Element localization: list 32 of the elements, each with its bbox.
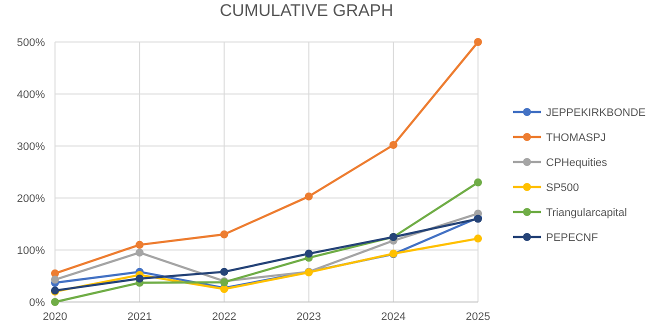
- legend-label: Triangularcapital: [546, 206, 627, 219]
- point: [304, 250, 313, 258]
- point: [51, 298, 59, 306]
- y-tick-label: 300%: [16, 140, 46, 153]
- x-tick-label: 2020: [42, 311, 68, 323]
- x-tick-label: 2024: [381, 311, 406, 323]
- point: [304, 192, 313, 200]
- point: [220, 230, 228, 238]
- x-tick-label: 2025: [466, 311, 490, 323]
- point: [389, 140, 398, 149]
- y-tick-label: 100%: [16, 244, 46, 257]
- point: [51, 276, 59, 284]
- legend-label: PEPECNF: [546, 232, 598, 244]
- y-tick-label: 200%: [16, 192, 46, 205]
- x-tick-label: 2023: [296, 311, 322, 323]
- point: [136, 274, 144, 283]
- legend-label: JEPPEKIRKBONDE: [546, 106, 646, 119]
- y-tick-label: 400%: [16, 88, 46, 101]
- legend-label: SP500: [546, 182, 580, 194]
- x-tick-label: 2022: [212, 311, 236, 323]
- point: [220, 268, 228, 276]
- point: [474, 38, 482, 46]
- point: [474, 234, 482, 243]
- y-tick-label: 0%: [29, 296, 46, 309]
- legend-label: THOMASPJ: [546, 132, 606, 144]
- chart-title: CUMULATIVE GRAPH: [220, 1, 394, 20]
- point: [136, 248, 144, 257]
- point: [474, 178, 482, 186]
- x-tick-label: 2021: [127, 311, 152, 323]
- y-tick-label: 500%: [16, 36, 46, 49]
- legend-label: CPHequities: [546, 156, 608, 169]
- point: [136, 240, 144, 249]
